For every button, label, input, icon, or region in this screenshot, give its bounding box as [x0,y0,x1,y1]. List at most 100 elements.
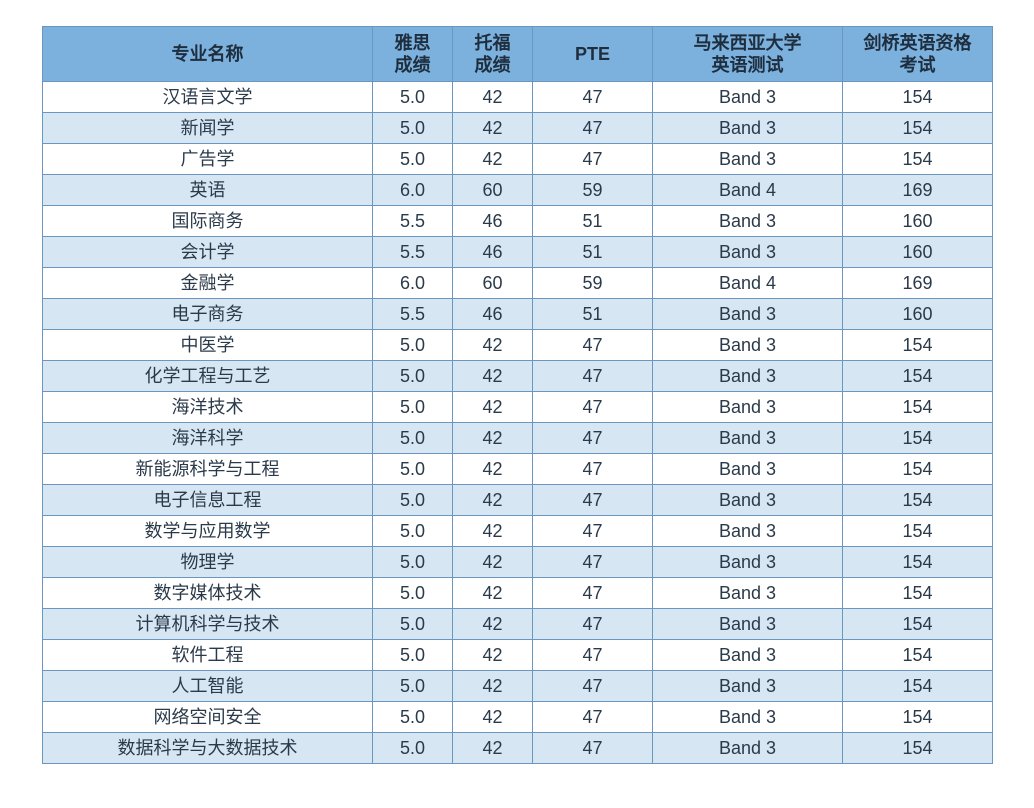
table-cell: 47 [533,113,653,144]
table-cell: 47 [533,671,653,702]
table-cell: Band 3 [653,609,843,640]
table-cell: 47 [533,640,653,671]
col-ielts: 雅思成绩 [373,27,453,82]
table-cell: Band 3 [653,237,843,268]
table-row: 英语6.06059Band 4169 [43,175,993,206]
table-cell: 60 [453,175,533,206]
table-cell: 47 [533,144,653,175]
table-cell: Band 3 [653,144,843,175]
table-cell: 154 [843,392,993,423]
table-cell: 169 [843,268,993,299]
table-header: 专业名称 雅思成绩 托福成绩 PTE 马来西亚大学英语测试 剑桥英语资格考试 [43,27,993,82]
table-cell: 数字媒体技术 [43,578,373,609]
table-cell: 47 [533,361,653,392]
table-cell: 42 [453,671,533,702]
table-cell: 电子信息工程 [43,485,373,516]
table-cell: Band 3 [653,361,843,392]
table-cell: 154 [843,330,993,361]
table-cell: 国际商务 [43,206,373,237]
table-cell: Band 3 [653,423,843,454]
table-cell: 51 [533,299,653,330]
table-row: 化学工程与工艺5.04247Band 3154 [43,361,993,392]
table-cell: 42 [453,113,533,144]
table-cell: Band 3 [653,516,843,547]
table-cell: 海洋技术 [43,392,373,423]
table-row: 海洋技术5.04247Band 3154 [43,392,993,423]
table-cell: Band 3 [653,702,843,733]
table-cell: 47 [533,392,653,423]
table-cell: Band 4 [653,268,843,299]
col-muet: 马来西亚大学英语测试 [653,27,843,82]
table-cell: 中医学 [43,330,373,361]
table-cell: 60 [453,268,533,299]
table-cell: 5.0 [373,578,453,609]
table-cell: 51 [533,206,653,237]
table-cell: 汉语言文学 [43,82,373,113]
table-cell: 42 [453,640,533,671]
table-cell: 42 [453,733,533,764]
table-cell: 42 [453,392,533,423]
table-row: 电子信息工程5.04247Band 3154 [43,485,993,516]
table-cell: 5.0 [373,113,453,144]
table-cell: 5.5 [373,299,453,330]
table-row: 物理学5.04247Band 3154 [43,547,993,578]
table-row: 海洋科学5.04247Band 3154 [43,423,993,454]
table-cell: 42 [453,330,533,361]
table-cell: 5.5 [373,206,453,237]
col-major: 专业名称 [43,27,373,82]
table-cell: 6.0 [373,268,453,299]
table-cell: 154 [843,144,993,175]
table-cell: 5.0 [373,144,453,175]
table-cell: 物理学 [43,547,373,578]
table-body: 汉语言文学5.04247Band 3154新闻学5.04247Band 3154… [43,82,993,764]
table-row: 计算机科学与技术5.04247Band 3154 [43,609,993,640]
requirements-table: 专业名称 雅思成绩 托福成绩 PTE 马来西亚大学英语测试 剑桥英语资格考试 汉… [42,26,993,764]
table-row: 新闻学5.04247Band 3154 [43,113,993,144]
table-cell: 5.0 [373,516,453,547]
table-cell: 42 [453,485,533,516]
table-cell: 5.0 [373,640,453,671]
table-row: 电子商务5.54651Band 3160 [43,299,993,330]
table-cell: 金融学 [43,268,373,299]
col-toefl: 托福成绩 [453,27,533,82]
table-row: 人工智能5.04247Band 3154 [43,671,993,702]
table-cell: 广告学 [43,144,373,175]
table-cell: 42 [453,361,533,392]
table-cell: 160 [843,206,993,237]
table-cell: Band 3 [653,206,843,237]
table-row: 网络空间安全5.04247Band 3154 [43,702,993,733]
table-row: 数据科学与大数据技术5.04247Band 3154 [43,733,993,764]
table-cell: 42 [453,578,533,609]
table-cell: 电子商务 [43,299,373,330]
table-cell: 59 [533,175,653,206]
table-cell: 154 [843,609,993,640]
table-cell: 英语 [43,175,373,206]
table-row: 广告学5.04247Band 3154 [43,144,993,175]
table-cell: 47 [533,330,653,361]
table-cell: 154 [843,578,993,609]
table-cell: Band 3 [653,82,843,113]
table-row: 国际商务5.54651Band 3160 [43,206,993,237]
table-cell: 154 [843,113,993,144]
table-cell: 42 [453,516,533,547]
table-cell: 5.0 [373,454,453,485]
table-cell: Band 3 [653,578,843,609]
table-cell: 154 [843,361,993,392]
table-cell: 会计学 [43,237,373,268]
table-cell: Band 3 [653,113,843,144]
table-cell: 42 [453,144,533,175]
table-cell: 154 [843,640,993,671]
table-cell: 5.0 [373,361,453,392]
table-cell: 47 [533,423,653,454]
table-cell: 5.0 [373,609,453,640]
table-cell: 51 [533,237,653,268]
table-cell: 5.0 [373,547,453,578]
table-cell: 化学工程与工艺 [43,361,373,392]
table-cell: 47 [533,578,653,609]
table-cell: 5.0 [373,733,453,764]
table-cell: Band 4 [653,175,843,206]
table-cell: 46 [453,206,533,237]
table-cell: 160 [843,299,993,330]
table-cell: 42 [453,82,533,113]
table-cell: 数据科学与大数据技术 [43,733,373,764]
